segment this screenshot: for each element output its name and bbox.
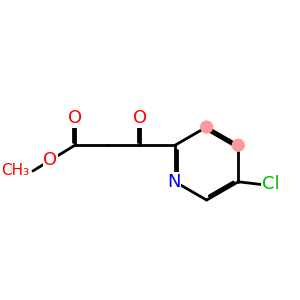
Text: CH₃: CH₃ <box>1 164 29 178</box>
Text: N: N <box>167 173 180 191</box>
Text: O: O <box>44 151 58 169</box>
Text: O: O <box>68 109 82 127</box>
Text: O: O <box>133 109 147 127</box>
Text: Cl: Cl <box>262 176 280 194</box>
Circle shape <box>232 139 244 151</box>
Circle shape <box>201 121 213 133</box>
